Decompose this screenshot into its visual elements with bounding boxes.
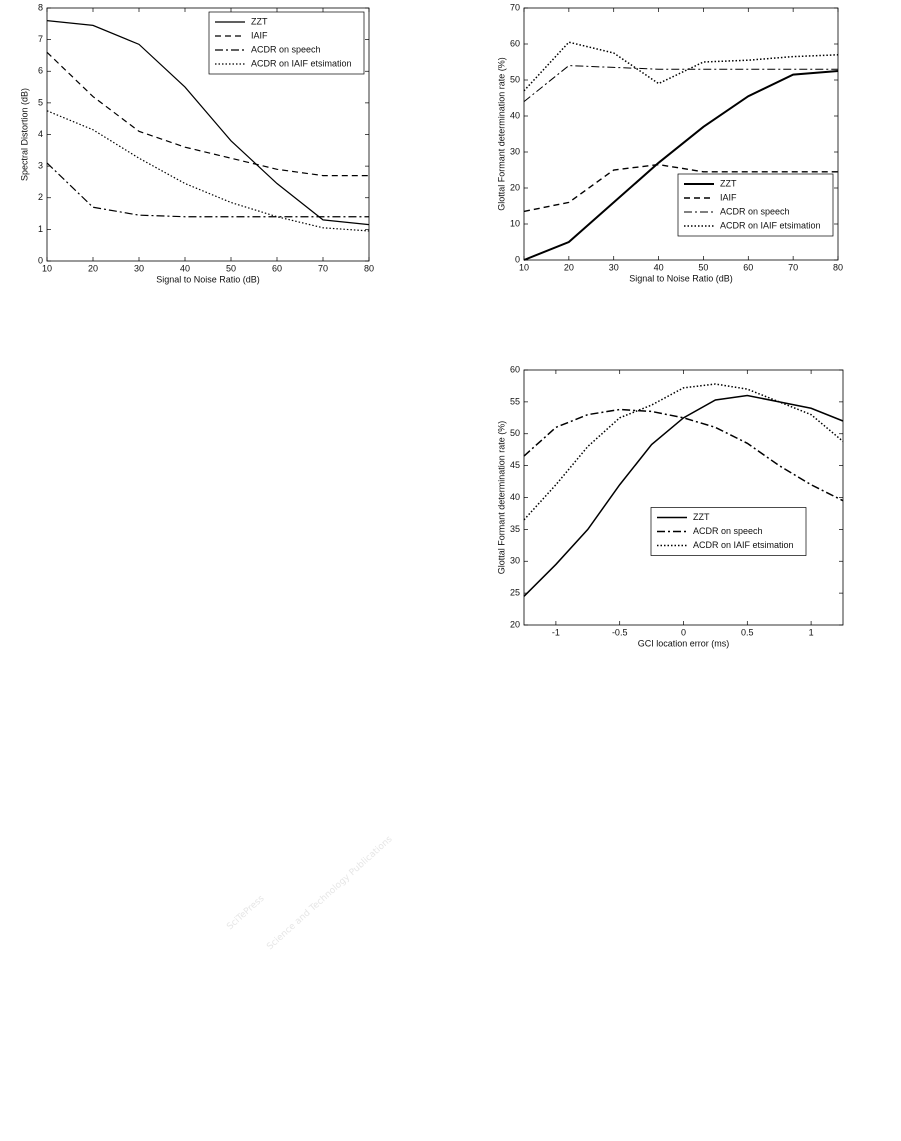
watermark-subtitle: Science and Technology Publications: [265, 834, 394, 952]
y-tick-label: 0: [515, 254, 520, 264]
chart: -1 -0.5 0 0.5 1 20 25 30 35 40 45 50 55 60 GCI locatio…: [496, 364, 844, 648]
x-tick-label: 20: [88, 263, 98, 273]
x-tick-label: 40: [180, 263, 190, 273]
legend-label: ACDR on IAIF etsimation: [720, 220, 821, 230]
y-tick-label: 40: [510, 110, 520, 120]
legend: ZZT IAIF ACDR on speech ACDR on IAIF etsima…: [677, 173, 834, 237]
series-line: [46, 51, 369, 177]
x-tick-label: 70: [318, 263, 328, 273]
x-tick-label: 0.5: [741, 627, 754, 637]
legend-label: ACDR on speech: [720, 206, 790, 216]
y-tick-label: 30: [510, 146, 520, 156]
y-tick-label: 10: [510, 218, 520, 228]
series-line: [523, 394, 844, 597]
x-tick-label: 10: [519, 262, 529, 272]
legend-label: ZZT: [693, 512, 710, 522]
x-tick-label: 20: [564, 262, 574, 272]
y-tick-label: 6: [38, 66, 43, 76]
y-tick-label: 2: [38, 192, 43, 202]
x-tick-label: 30: [609, 262, 619, 272]
x-tick-label: 1: [809, 627, 814, 637]
x-axis-label: GCI location error (ms): [638, 638, 730, 648]
series-line: [523, 70, 839, 261]
series-line: [46, 162, 369, 218]
series-line: [523, 163, 838, 213]
legend-label: ZZT: [720, 178, 737, 188]
legend-label: IAIF: [720, 192, 737, 202]
y-tick-label: 50: [510, 428, 520, 438]
legend-label: ZZT: [251, 16, 268, 26]
x-tick-label: 30: [134, 263, 144, 273]
y-tick-label: 50: [510, 74, 520, 84]
series-line: [523, 383, 844, 521]
x-tick-label: 80: [833, 262, 843, 272]
series-line: [523, 41, 839, 92]
y-tick-label: 5: [38, 97, 43, 107]
y-tick-label: 35: [510, 524, 520, 534]
y-axis-label: Glottal Formant determination rate (%): [496, 421, 506, 575]
x-tick-label: 40: [654, 262, 664, 272]
legend-label: ACDR on speech: [693, 526, 763, 536]
legend-label: ACDR on speech: [251, 44, 321, 54]
y-tick-label: 25: [510, 588, 520, 598]
x-axis-label: Signal to Noise Ratio (dB): [629, 273, 733, 283]
y-tick-label: 1: [38, 224, 43, 234]
watermark: SciTePress Science and Technology Public…: [225, 834, 394, 952]
legend-label: IAIF: [251, 30, 268, 40]
y-tick-label: 3: [38, 161, 43, 171]
chart: 10 20 30 40 50 60 70 80 0 1 2 3 4 5 6 7 8 Signal to Noise…: [19, 2, 374, 284]
plot-frame: [523, 369, 844, 626]
x-tick-label: 50: [226, 263, 236, 273]
y-tick-label: 8: [38, 2, 43, 12]
series-line: [46, 20, 370, 226]
y-tick-label: 60: [510, 364, 520, 374]
y-tick-label: 30: [510, 556, 520, 566]
y-tick-label: 20: [510, 182, 520, 192]
y-axis-label: Spectral Distortion (dB): [19, 88, 29, 181]
y-tick-label: 7: [38, 34, 43, 44]
x-tick-label: 70: [788, 262, 798, 272]
x-tick-label: 0: [681, 627, 686, 637]
legend: ZZT IAIF ACDR on speech ACDR on IAIF etsima…: [208, 11, 365, 75]
y-tick-label: 45: [510, 460, 520, 470]
legend-label: ACDR on IAIF etsimation: [693, 540, 794, 550]
y-tick-label: 40: [510, 492, 520, 502]
legend: ZZT ACDR on speech ACDR on IAIF etsimation: [650, 507, 807, 556]
y-tick-label: 60: [510, 38, 520, 48]
series-line: [523, 65, 838, 102]
y-axis-label: Glottal Formant determination rate (%): [496, 57, 506, 211]
series-line: [523, 408, 844, 502]
watermark-title: SciTePress: [225, 894, 266, 933]
y-tick-label: 4: [38, 129, 43, 139]
y-tick-label: 0: [38, 255, 43, 265]
x-tick-label: 50: [698, 262, 708, 272]
y-tick-label: 55: [510, 396, 520, 406]
x-tick-label: 10: [42, 263, 52, 273]
x-tick-label: 80: [364, 263, 374, 273]
x-tick-label: -1: [552, 627, 560, 637]
x-axis-label: Signal to Noise Ratio (dB): [156, 274, 260, 284]
y-tick-label: 20: [510, 619, 520, 629]
legend-label: ACDR on IAIF etsimation: [251, 58, 352, 68]
x-tick-label: 60: [272, 263, 282, 273]
x-tick-label: 60: [743, 262, 753, 272]
y-tick-label: 70: [510, 2, 520, 12]
x-tick-label: -0.5: [612, 627, 628, 637]
